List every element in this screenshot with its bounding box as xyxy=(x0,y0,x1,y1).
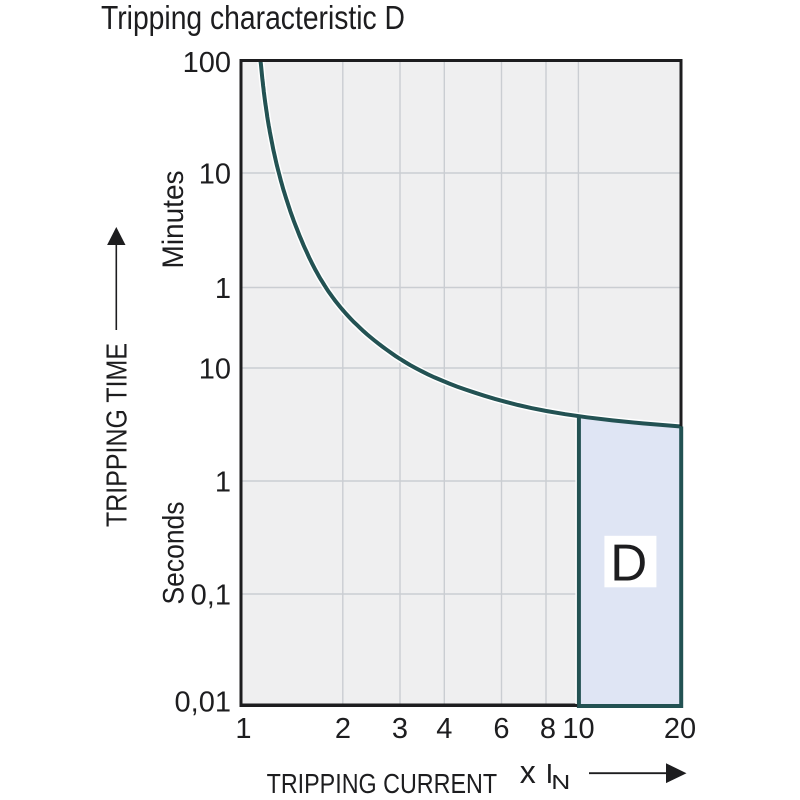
svg-text:D: D xyxy=(610,535,647,593)
svg-text:N: N xyxy=(551,771,570,793)
svg-text:8: 8 xyxy=(540,713,556,745)
svg-text:TRIPPING TIME: TRIPPING TIME xyxy=(102,343,134,527)
svg-text:4: 4 xyxy=(436,713,452,745)
svg-text:20: 20 xyxy=(664,713,696,745)
svg-text:1: 1 xyxy=(215,273,231,305)
svg-text:10: 10 xyxy=(562,713,594,745)
svg-text:x: x xyxy=(520,754,536,790)
svg-text:3: 3 xyxy=(392,713,408,745)
svg-text:100: 100 xyxy=(183,47,231,79)
svg-text:1: 1 xyxy=(215,467,231,499)
svg-text:Seconds: Seconds xyxy=(158,502,191,605)
svg-text:Tripping characteristic D: Tripping characteristic D xyxy=(101,0,405,36)
svg-text:2: 2 xyxy=(335,713,351,745)
svg-text:I: I xyxy=(546,758,554,789)
svg-text:0,01: 0,01 xyxy=(175,687,231,719)
svg-text:10: 10 xyxy=(199,354,231,386)
svg-text:TRIPPING CURRENT: TRIPPING CURRENT xyxy=(267,768,498,799)
svg-text:6: 6 xyxy=(493,713,509,745)
svg-text:1: 1 xyxy=(235,713,251,745)
svg-text:Minutes: Minutes xyxy=(157,171,190,269)
svg-text:10: 10 xyxy=(199,159,231,191)
svg-text:0,1: 0,1 xyxy=(191,580,231,612)
